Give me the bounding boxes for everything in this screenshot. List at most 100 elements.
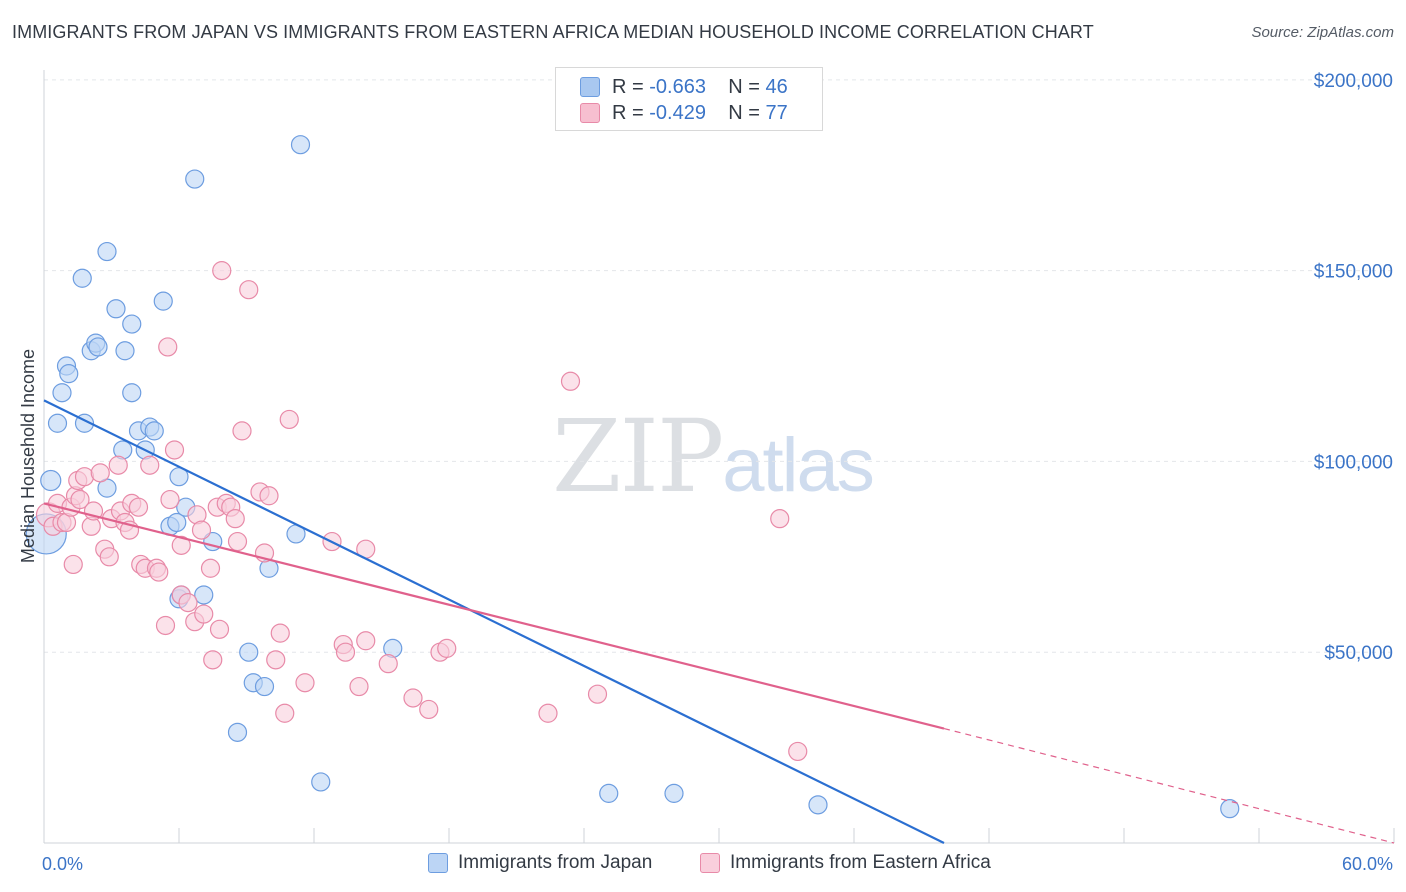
y-tick-label: $100,000	[1314, 452, 1393, 473]
eastern-africa-point	[70, 489, 90, 510]
eastern-africa-point	[403, 688, 423, 708]
y-axis-label: Median Household Income	[18, 349, 38, 563]
x-tick-label: 60.0%	[1342, 854, 1393, 874]
eastern-africa-point	[560, 371, 581, 391]
legend-label-japan: Immigrants from Japan	[458, 852, 653, 873]
japan-trend-line	[43, 399, 945, 844]
chart-title: IMMIGRANTS FROM JAPAN VS IMMIGRANTS FROM…	[12, 22, 1094, 42]
japan-point	[106, 299, 126, 319]
eastern-africa-point	[275, 703, 295, 723]
eastern-africa-point	[788, 741, 808, 762]
gridlines	[44, 79, 1394, 653]
legend-swatch-eastern-africa	[700, 853, 720, 873]
japan-point	[88, 337, 108, 357]
eastern-africa-point	[232, 421, 252, 441]
source-credit: Source: ZipAtlas.com	[1251, 24, 1394, 41]
japan-point	[47, 413, 68, 433]
eastern-africa-point	[164, 440, 185, 460]
japan-point	[144, 421, 164, 441]
eastern-africa-point	[266, 650, 286, 670]
stats-n-label: N =	[728, 101, 760, 124]
eastern-africa-point	[209, 619, 230, 639]
japan-point	[808, 795, 828, 815]
stats-box: R = -0.663 N = 46 R = -0.429 N = 77	[555, 67, 823, 131]
stats-r-value: -0.663	[649, 75, 706, 98]
japan-point	[239, 642, 259, 662]
japan-point	[311, 772, 331, 792]
eastern-africa-point	[239, 280, 259, 300]
eastern-africa-point	[90, 463, 110, 483]
eastern-africa-point	[295, 673, 315, 693]
eastern-africa-trend-line	[43, 502, 945, 730]
legend-swatch-japan	[428, 853, 448, 873]
eastern-africa-point	[158, 337, 178, 357]
japan-point	[227, 722, 248, 742]
y-tick-label: $50,000	[1324, 643, 1393, 664]
eastern-africa-point	[160, 489, 180, 510]
eastern-africa-point	[203, 650, 223, 670]
stats-row-eastern-africa: R = -0.429 N = 77	[580, 101, 788, 125]
eastern-africa-point	[108, 455, 128, 475]
y-tick-label: $200,000	[1314, 71, 1393, 92]
eastern-africa-point	[171, 535, 191, 555]
eastern-africa-point	[191, 520, 212, 540]
stats-row-japan: R = -0.663 N = 46	[580, 75, 788, 99]
japan-point	[122, 383, 142, 403]
eastern-africa-point	[349, 676, 369, 697]
eastern-africa-point	[99, 547, 119, 567]
eastern-africa-point	[178, 593, 198, 613]
eastern-africa-point	[770, 509, 790, 529]
eastern-africa-point	[378, 654, 398, 674]
eastern-africa-point	[335, 642, 356, 662]
trend-lines	[43, 399, 1395, 844]
watermark-zip: ZIP	[552, 398, 724, 515]
eastern-africa-point	[63, 554, 83, 575]
japan-point	[290, 135, 311, 155]
tick-labels: $50,000 $100,000 $150,000 $200,000 0.0% 60.0%	[42, 71, 1393, 874]
japan-point	[59, 364, 79, 384]
legend: Immigrants from Japan Immigrants from Ea…	[0, 852, 1406, 878]
japan-point	[664, 783, 684, 803]
eastern-africa-point	[437, 638, 457, 658]
eastern-africa-point	[140, 455, 160, 475]
eastern-africa-point	[270, 623, 290, 643]
x-tick-label: 0.0%	[42, 854, 83, 874]
japan-point	[40, 469, 62, 492]
japan-point	[185, 169, 205, 189]
legend-label-eastern-africa: Immigrants from Eastern Africa	[730, 852, 991, 873]
stats-n-value: 77	[765, 101, 788, 124]
stats-swatch-japan	[580, 77, 600, 97]
eastern-africa-point	[200, 558, 221, 578]
stats-r-label: R =	[612, 75, 644, 98]
legend-item-eastern-africa[interactable]: Immigrants from Eastern Africa	[700, 852, 991, 874]
eastern-africa-point	[149, 562, 169, 582]
eastern-africa-point	[194, 604, 214, 624]
stats-r-label: R =	[612, 101, 644, 124]
eastern-africa-point	[538, 703, 558, 723]
eastern-africa-point	[259, 486, 279, 506]
eastern-africa-trend-extension	[943, 727, 1395, 844]
stats-n-value: 46	[765, 75, 788, 98]
japan-point	[254, 676, 275, 697]
japan-point	[97, 241, 117, 262]
eastern-africa-point	[128, 497, 149, 517]
stats-swatch-eastern-africa	[580, 103, 600, 123]
watermark-atlas: atlas	[722, 423, 875, 508]
japan-point	[153, 291, 173, 311]
stats-n-label: N =	[728, 75, 760, 98]
eastern-africa-point	[279, 409, 299, 430]
japan-point	[167, 512, 187, 533]
legend-item-japan[interactable]: Immigrants from Japan	[428, 852, 652, 874]
eastern-africa-point	[227, 531, 248, 552]
axes	[43, 70, 1395, 844]
y-tick-label: $150,000	[1314, 262, 1393, 283]
eastern-africa-point	[225, 509, 245, 529]
japan-point	[52, 383, 72, 403]
eastern-africa-point	[74, 467, 95, 487]
eastern-africa-point	[212, 261, 232, 281]
japan-point	[72, 268, 92, 288]
japan-point	[599, 783, 619, 803]
eastern-africa-point	[356, 631, 376, 651]
japan-point	[115, 341, 135, 361]
